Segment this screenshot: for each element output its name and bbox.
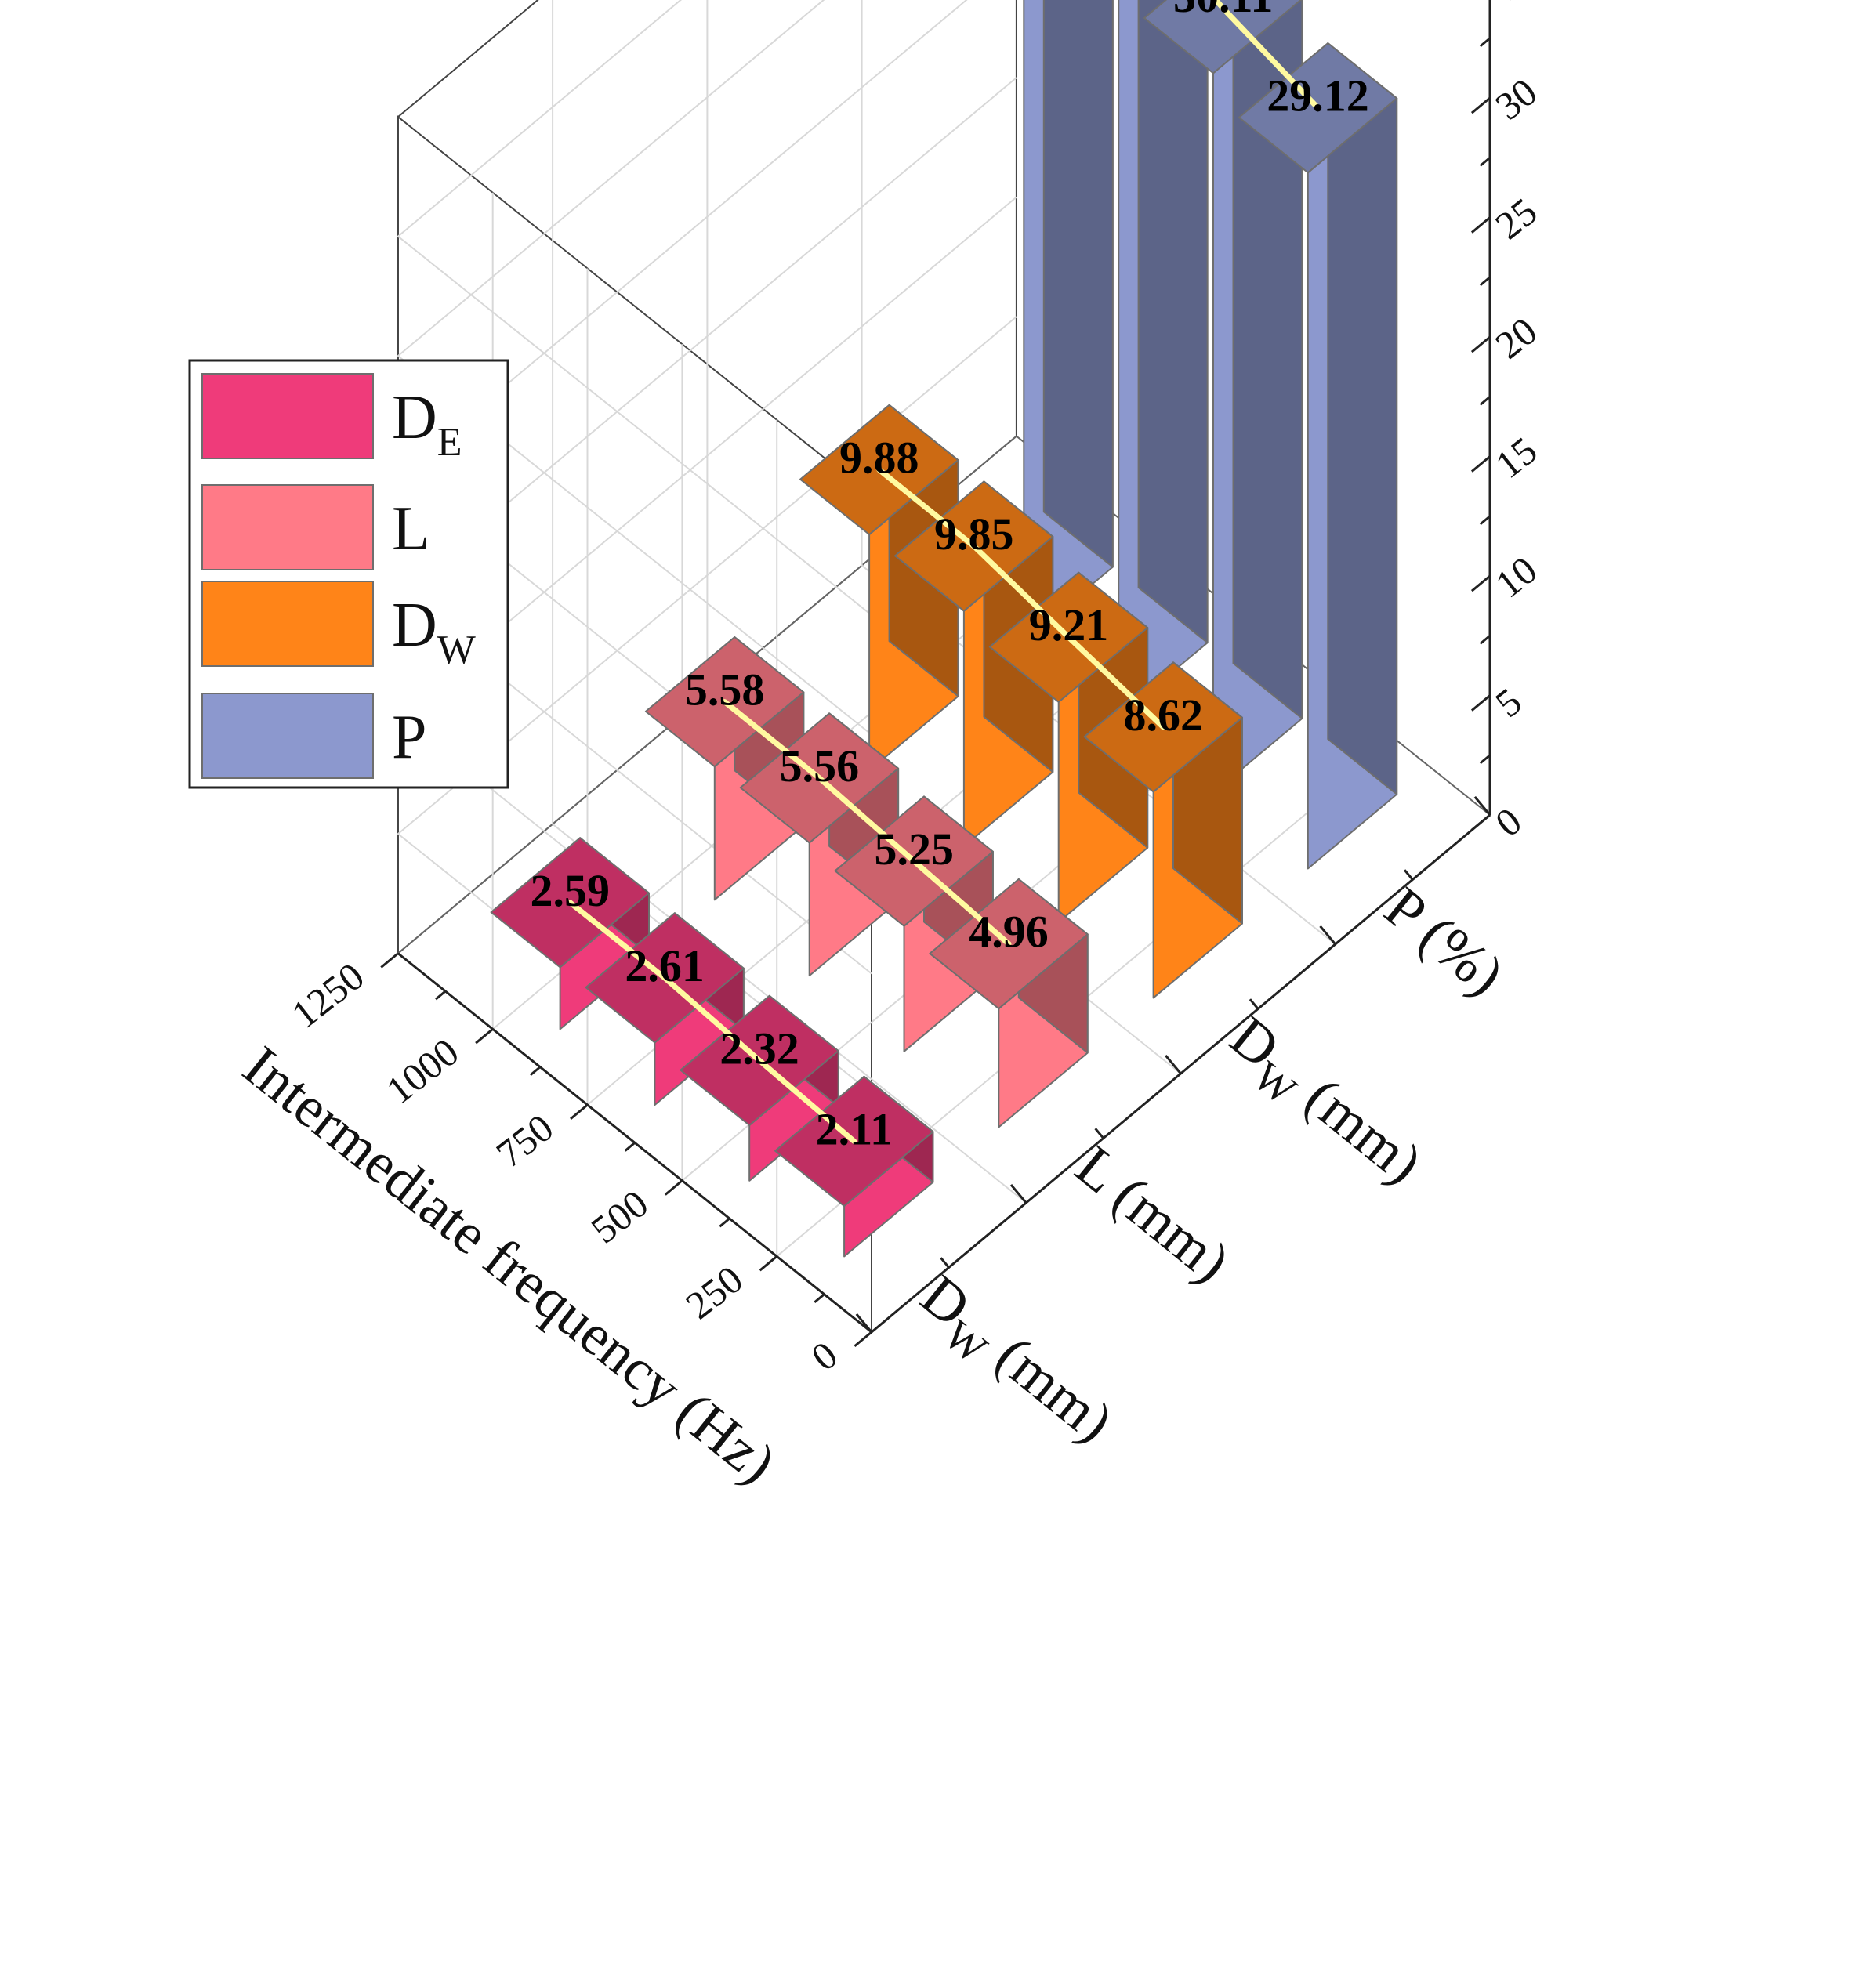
bar [988, 571, 1149, 923]
x-tick [435, 990, 447, 1001]
bar-side-face [1327, 42, 1398, 795]
bar [1118, 0, 1209, 719]
x-tick [759, 1255, 778, 1272]
data-label: 5.58 [685, 664, 765, 715]
x-tick-label: 1250 [283, 954, 371, 1037]
y-tick [1009, 1183, 1027, 1204]
y-gridline [552, 0, 1027, 1204]
x-tick [664, 1179, 683, 1196]
z-tick [1470, 574, 1491, 592]
x-tick-label: 1000 [378, 1030, 466, 1113]
z-tick [1479, 396, 1491, 406]
bar-side-face [1042, 0, 1114, 568]
z-tick [1479, 515, 1491, 526]
trend-line [722, 699, 1012, 947]
data-label: 2.11 [816, 1104, 893, 1155]
data-label: 30.11 [1173, 0, 1273, 22]
y-tick [940, 1257, 950, 1269]
legend-swatch [201, 373, 374, 459]
data-label: 8.62 [1124, 690, 1204, 741]
z-tick-label: 10 [1487, 548, 1545, 607]
z-tick [1470, 813, 1491, 831]
x-tick [854, 1331, 872, 1348]
legend-swatch [201, 693, 374, 779]
legend-label: DW [392, 591, 476, 672]
data-label: 9.88 [839, 433, 919, 483]
x-tick [570, 1103, 589, 1121]
y-tick [1473, 795, 1491, 816]
trend-line [1212, 0, 1321, 111]
legend-label: P [392, 703, 427, 772]
legend-swatch [201, 581, 374, 667]
z-tick [1479, 37, 1491, 48]
x-tick [624, 1142, 636, 1152]
bar [1238, 42, 1398, 870]
data-label: 5.25 [874, 824, 954, 875]
trend-lines [567, 0, 1321, 1144]
legend-swatch [201, 484, 374, 570]
z-tick-label: 35 [1487, 0, 1545, 9]
bar-top-face [1143, 0, 1303, 74]
data-label: 9.21 [1029, 599, 1109, 650]
x-tick [719, 1217, 730, 1228]
x-tick [529, 1066, 542, 1077]
bar [1143, 0, 1303, 794]
data-label: 5.56 [780, 741, 860, 791]
legend-label: DE [392, 383, 462, 465]
x-tick [380, 952, 399, 969]
z-gridline [397, 0, 872, 616]
z-tick-label: 30 [1487, 70, 1545, 129]
y-category-label: L (mm) [1064, 1134, 1241, 1295]
z-tick [1479, 754, 1491, 765]
data-label: 2.59 [531, 865, 611, 916]
y-tick [1165, 1054, 1182, 1074]
z-tick-label: 25 [1487, 189, 1545, 248]
z-tick [1479, 157, 1491, 167]
data-labels: 2.59 2.61 2.32 2.11 5.58 5.56 5.25 4.96 9.88 9.85… [531, 0, 1369, 1155]
x-tick-label: 750 [488, 1106, 562, 1176]
z-tick-label: 20 [1487, 309, 1545, 368]
z-gridline [397, 0, 872, 736]
z-tick-label: 15 [1487, 428, 1545, 487]
x-tick [475, 1028, 494, 1045]
trend-line [567, 900, 857, 1144]
legend-label: L [392, 494, 430, 563]
z-tick [1470, 455, 1491, 473]
data-label: 9.85 [934, 509, 1014, 559]
trend-line [876, 467, 1166, 730]
z-tick [1470, 335, 1491, 353]
legend: DE L DW P [188, 359, 509, 789]
y-tick [1403, 869, 1414, 881]
y-tick [1094, 1128, 1105, 1139]
x-tick-label: 250 [677, 1257, 751, 1327]
y-category-label: DW (mm) [1212, 1005, 1433, 1204]
z-tick-label: 0 [1487, 798, 1529, 846]
x-tick-label: 500 [583, 1181, 657, 1251]
x-axis-title: Intermediate frequency (Hz) [231, 1034, 787, 1497]
y-category-label: DW (mm) [903, 1263, 1125, 1463]
x-tick [814, 1293, 825, 1304]
z-tick [1479, 635, 1491, 645]
y-tick [855, 1313, 873, 1333]
z-tick [1470, 694, 1491, 712]
data-label: 29.12 [1267, 71, 1369, 121]
data-label: 2.32 [719, 1023, 799, 1074]
y-tick [1319, 925, 1336, 945]
bar [1023, 0, 1114, 643]
data-label: 4.96 [969, 907, 1049, 958]
z-tick-label: 5 [1487, 679, 1529, 726]
bar-side-face [1232, 0, 1303, 719]
y-tick [1249, 998, 1259, 1010]
x-tick-label: 0 [803, 1333, 846, 1380]
z-tick [1470, 216, 1491, 234]
z-tick [1479, 276, 1491, 287]
bar-side-face [1137, 0, 1209, 644]
data-label: 2.61 [625, 940, 705, 991]
z-tick [1470, 96, 1491, 114]
